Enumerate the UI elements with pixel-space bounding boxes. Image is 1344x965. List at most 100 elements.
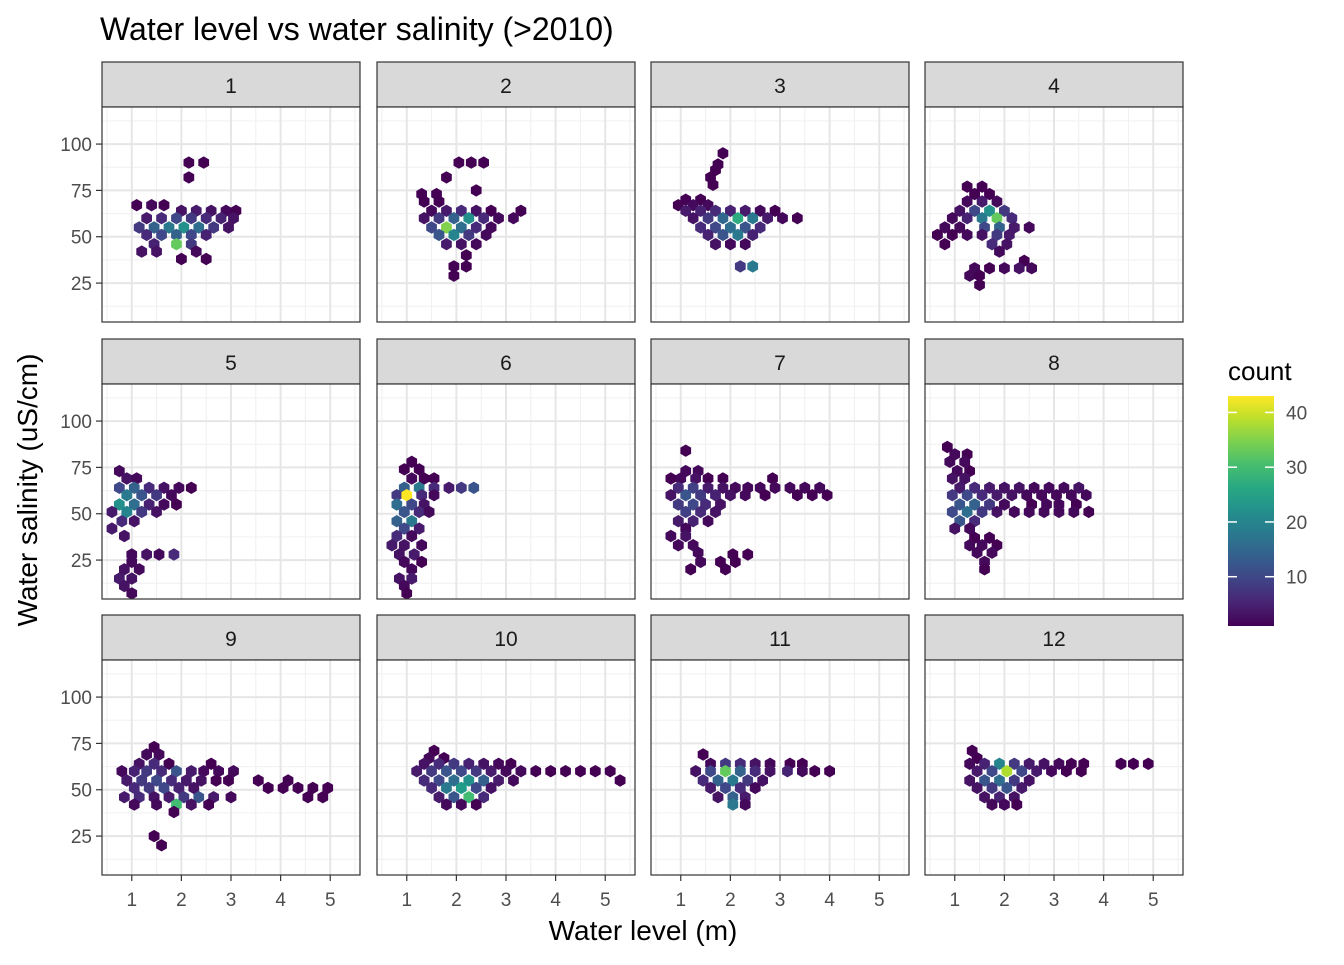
hex-bin bbox=[949, 522, 961, 535]
hex-bin bbox=[695, 221, 706, 234]
hex-bin bbox=[163, 757, 175, 770]
hex-bin bbox=[131, 199, 143, 212]
legend-title: count bbox=[1228, 356, 1292, 386]
hex-bin bbox=[148, 829, 160, 843]
hex-bin bbox=[413, 505, 425, 519]
hex-bin bbox=[680, 204, 692, 217]
facet-strip bbox=[101, 61, 361, 108]
hex-bin bbox=[126, 572, 138, 585]
hex-bin bbox=[128, 481, 140, 494]
hex-bin bbox=[685, 563, 697, 576]
hex-bin bbox=[1026, 262, 1037, 275]
hex-bin bbox=[942, 440, 953, 454]
hex-bin bbox=[712, 774, 724, 787]
hex-bin bbox=[720, 781, 731, 795]
hex-bin bbox=[976, 489, 988, 502]
hex-bin bbox=[672, 498, 684, 511]
hex-bin bbox=[702, 472, 714, 485]
hex-bin bbox=[976, 195, 988, 208]
hex-bin bbox=[994, 245, 1005, 258]
hex-bin bbox=[428, 489, 440, 502]
hex-bin bbox=[757, 774, 768, 787]
legend-tick-label: 30 bbox=[1286, 458, 1307, 479]
facet-strip bbox=[101, 614, 361, 661]
hex-bin bbox=[173, 781, 185, 795]
hex-bin bbox=[1023, 757, 1035, 770]
hex-bin bbox=[185, 765, 197, 778]
hex-bin bbox=[171, 498, 182, 511]
hex-bin bbox=[193, 791, 205, 804]
hex-bin bbox=[493, 774, 504, 787]
hex-bin bbox=[470, 221, 482, 234]
hex-bin bbox=[213, 765, 224, 778]
hex-bin bbox=[1128, 757, 1139, 770]
hex-bin bbox=[824, 765, 835, 778]
hex-bin bbox=[126, 587, 138, 600]
hex-bin bbox=[128, 498, 140, 511]
hex-bin bbox=[1066, 489, 1077, 502]
hex-bin bbox=[433, 212, 445, 225]
hex-bin bbox=[141, 748, 152, 761]
hex-bin bbox=[1001, 765, 1013, 778]
x-tick-label: 2 bbox=[451, 890, 462, 911]
facet-strip-label: 4 bbox=[1048, 75, 1060, 98]
hex-bin bbox=[470, 184, 482, 197]
hex-bin bbox=[398, 539, 410, 552]
hex-bin bbox=[515, 204, 527, 217]
hex-bin bbox=[478, 156, 489, 169]
hex-bin bbox=[185, 798, 197, 811]
hex-bin bbox=[1008, 505, 1020, 519]
hex-bin bbox=[695, 555, 706, 569]
hex-bin bbox=[665, 489, 677, 502]
hex-bin bbox=[739, 489, 751, 502]
hex-bin bbox=[114, 498, 125, 511]
hex-bin bbox=[782, 765, 793, 778]
facet-panel-12: 121 2 3 4 5 bbox=[924, 614, 1184, 911]
hex-bin bbox=[991, 489, 1003, 502]
hex-bin bbox=[128, 781, 140, 795]
hex-bin bbox=[158, 781, 170, 795]
hex-bin bbox=[141, 228, 152, 242]
hex-bin bbox=[200, 212, 212, 225]
hex-bin bbox=[119, 529, 130, 543]
hex-bin bbox=[747, 212, 759, 225]
hex-bin bbox=[493, 212, 504, 225]
y-tick-label: 100 bbox=[60, 135, 92, 156]
hex-bin bbox=[423, 505, 435, 519]
hex-bin bbox=[478, 757, 489, 770]
hex-bin bbox=[302, 791, 314, 804]
facet-panel-8: 8 bbox=[924, 338, 1184, 600]
hex-bin bbox=[408, 548, 420, 561]
facet-strip-label: 1 bbox=[225, 75, 237, 98]
hex-bin bbox=[675, 472, 687, 485]
hex-bin bbox=[727, 774, 739, 787]
y-tick-label: 25 bbox=[71, 274, 92, 295]
x-tick-label: 4 bbox=[550, 890, 561, 911]
hex-bin bbox=[136, 245, 148, 258]
hex-bin bbox=[999, 481, 1010, 494]
hex-bin bbox=[946, 505, 958, 519]
hex-bin bbox=[208, 221, 219, 234]
hex-bin bbox=[984, 481, 995, 494]
facet-strip bbox=[376, 338, 636, 385]
hex-bin bbox=[1013, 481, 1025, 494]
hex-bin bbox=[687, 498, 699, 511]
hex-bin bbox=[1006, 212, 1018, 225]
hex-bin bbox=[739, 204, 751, 217]
hex-bin bbox=[749, 781, 761, 795]
hex-bin bbox=[156, 839, 167, 852]
x-tick-label: 5 bbox=[600, 890, 611, 911]
hex-bin bbox=[1023, 505, 1035, 519]
hex-bin bbox=[986, 798, 998, 811]
hex-bin bbox=[946, 489, 958, 502]
hex-bin bbox=[151, 798, 162, 811]
hex-bin bbox=[690, 472, 701, 485]
hex-bin bbox=[478, 212, 489, 225]
hex-bin bbox=[764, 765, 776, 778]
hex-bin bbox=[969, 481, 980, 494]
legend-tick-label: 10 bbox=[1286, 568, 1307, 589]
hex-bin bbox=[121, 774, 133, 787]
hex-bin bbox=[406, 472, 418, 485]
hex-bin bbox=[148, 757, 160, 770]
